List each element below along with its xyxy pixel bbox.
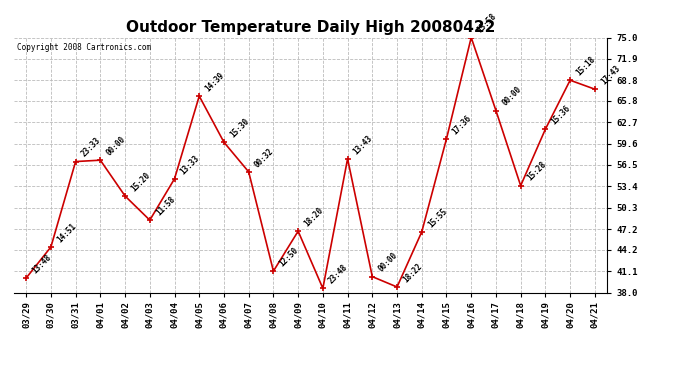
Text: 00:00: 00:00 xyxy=(377,251,400,274)
Text: 13:48: 13:48 xyxy=(30,252,53,275)
Text: 13:33: 13:33 xyxy=(179,153,201,176)
Text: 00:00: 00:00 xyxy=(500,85,523,108)
Text: 12:50: 12:50 xyxy=(277,246,300,268)
Text: 14:51: 14:51 xyxy=(55,222,78,244)
Text: 11:58: 11:58 xyxy=(154,195,177,217)
Title: Outdoor Temperature Daily High 20080422: Outdoor Temperature Daily High 20080422 xyxy=(126,20,495,35)
Text: 15:58: 15:58 xyxy=(475,12,498,35)
Text: 15:20: 15:20 xyxy=(129,171,152,193)
Text: 17:43: 17:43 xyxy=(599,64,622,86)
Text: Copyright 2008 Cartronics.com: Copyright 2008 Cartronics.com xyxy=(17,43,151,52)
Text: 23:33: 23:33 xyxy=(80,136,103,159)
Text: 18:20: 18:20 xyxy=(302,206,325,228)
Text: 14:39: 14:39 xyxy=(204,70,226,93)
Text: 23:48: 23:48 xyxy=(327,263,350,286)
Text: 15:28: 15:28 xyxy=(525,160,548,183)
Text: 15:18: 15:18 xyxy=(574,55,597,78)
Text: 18:22: 18:22 xyxy=(401,261,424,284)
Text: 17:36: 17:36 xyxy=(451,113,473,136)
Text: 15:30: 15:30 xyxy=(228,117,251,140)
Text: 13:43: 13:43 xyxy=(352,133,375,156)
Text: 15:55: 15:55 xyxy=(426,206,449,229)
Text: 00:32: 00:32 xyxy=(253,146,275,169)
Text: 15:36: 15:36 xyxy=(549,104,572,126)
Text: 00:00: 00:00 xyxy=(104,135,127,158)
